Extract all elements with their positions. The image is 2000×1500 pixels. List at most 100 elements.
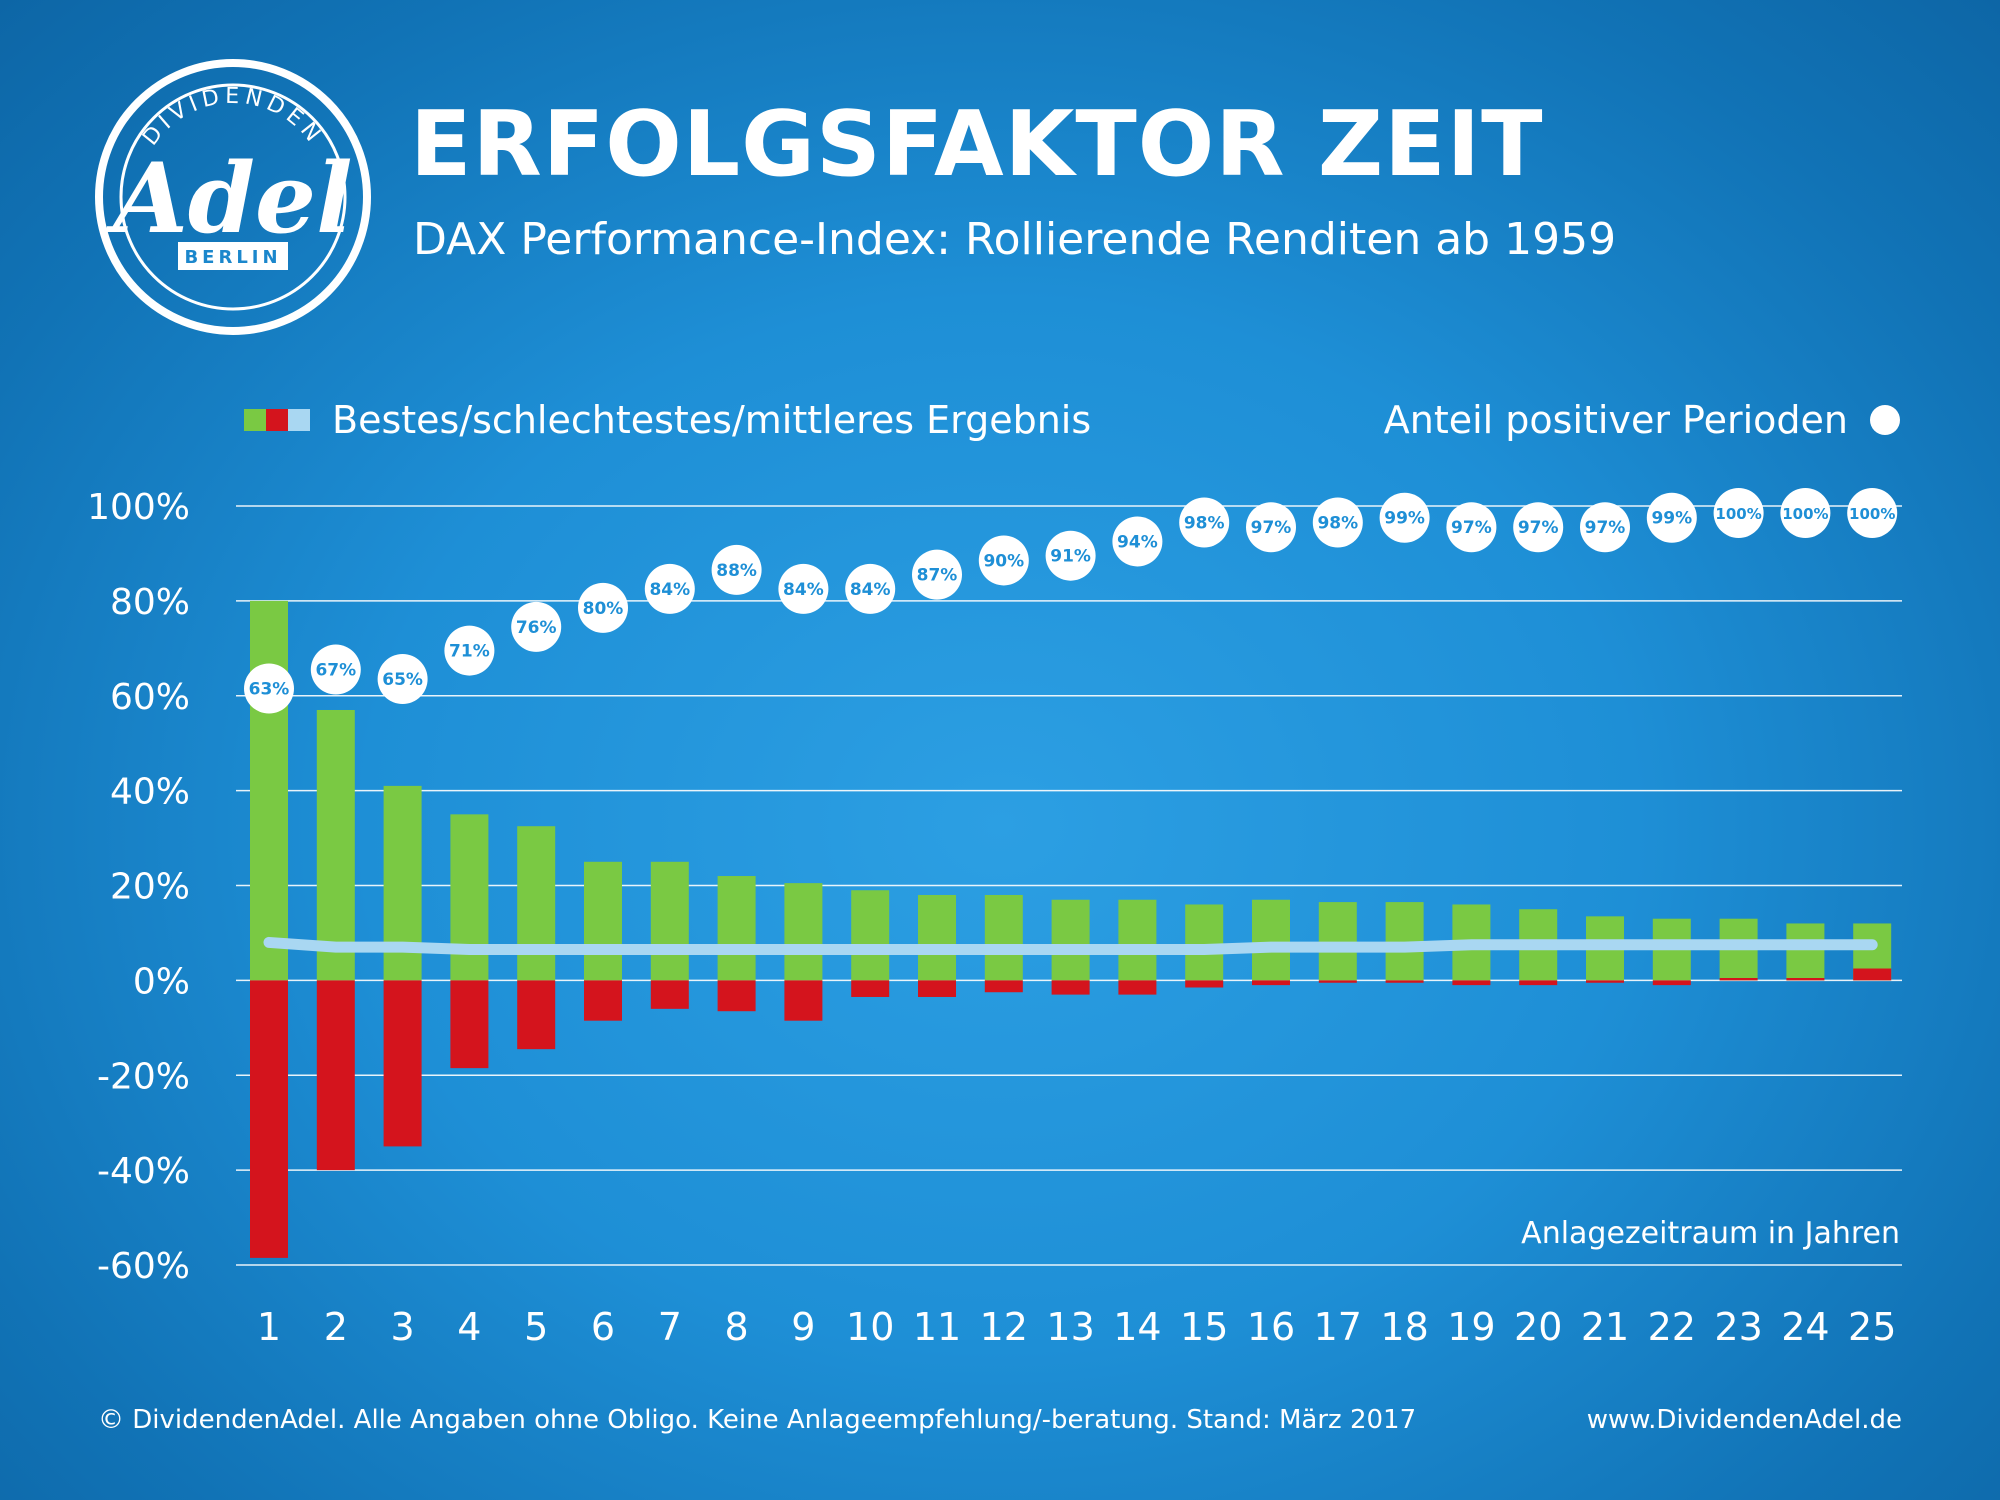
bar-worst (1586, 980, 1624, 983)
data-label-positive-share: 100% (1715, 505, 1761, 523)
page-title: ERFOLGSFAKTOR ZEIT (410, 92, 1544, 197)
point-positive-share (310, 644, 361, 695)
series-line-mean (263, 936, 1878, 956)
point-positive-share (778, 563, 829, 614)
data-label-positive-share: 97% (1251, 518, 1292, 538)
bar-best (316, 709, 355, 981)
data-label-positive-share: 65% (382, 670, 423, 690)
point-positive-share (1179, 497, 1230, 548)
data-label-positive-share: 97% (1451, 518, 1492, 538)
point-positive-share (1713, 488, 1764, 538)
data-label-positive-share: 87% (917, 566, 958, 586)
bar-worst (918, 980, 956, 997)
data-label-positive-share: 84% (850, 580, 891, 600)
bar-best (584, 861, 622, 981)
y-tick-label: 20% (110, 867, 190, 908)
footer-website: www.DividendenAdel.de (1586, 1405, 1902, 1435)
point-positive-share (377, 654, 428, 705)
x-tick-label: 25 (1848, 1305, 1896, 1349)
bar-worst (1452, 980, 1491, 986)
bar-worst (517, 980, 556, 1050)
bar-worst (1185, 980, 1224, 988)
data-label-positive-share: 71% (449, 642, 490, 662)
x-tick-label: 19 (1447, 1305, 1495, 1349)
point-positive-share (578, 582, 628, 633)
bar-best (450, 814, 489, 981)
bar-worst (1118, 980, 1157, 995)
y-tick-label: 100% (87, 487, 190, 528)
y-tick-label: 80% (110, 582, 190, 623)
bar-worst (1652, 980, 1691, 986)
bar-best (1318, 902, 1357, 981)
data-label-positive-share: 91% (1050, 547, 1091, 567)
point-positive-share (444, 625, 495, 676)
bar-worst (1786, 978, 1825, 981)
x-tick-label: 11 (913, 1305, 961, 1349)
data-label-positive-share: 97% (1585, 518, 1626, 538)
x-tick-label: 6 (591, 1305, 615, 1349)
x-tick-label: 22 (1648, 1305, 1696, 1349)
point-positive-share (1513, 502, 1564, 553)
point-positive-share (1580, 502, 1630, 553)
bar-worst (316, 980, 355, 1171)
bar-worst (1719, 978, 1758, 981)
bar-worst (650, 980, 689, 1009)
point-positive-share (1112, 516, 1163, 567)
x-tick-label: 8 (725, 1305, 749, 1349)
bar-worst (851, 980, 890, 997)
data-label-positive-share: 84% (783, 580, 824, 600)
bar-best (650, 861, 689, 981)
y-tick-label: -40% (97, 1151, 190, 1192)
data-label-positive-share: 97% (1518, 518, 1559, 538)
bar-worst (1252, 980, 1290, 986)
x-tick-label: 1 (257, 1305, 281, 1349)
x-tick-label: 4 (457, 1305, 481, 1349)
data-label-positive-share: 94% (1117, 532, 1158, 552)
y-tick-label: 60% (110, 677, 190, 718)
bar-best (517, 826, 556, 981)
x-tick-label: 23 (1714, 1305, 1762, 1349)
x-tick-label: 15 (1180, 1305, 1228, 1349)
bar-worst (250, 980, 288, 1258)
legend-bars: Bestes/schlechtestes/mittleres Ergebnis (244, 398, 1091, 442)
legend-dot-icon (1870, 405, 1900, 435)
data-label-positive-share: 84% (649, 580, 690, 600)
point-positive-share (1379, 492, 1430, 543)
x-tick-label: 18 (1380, 1305, 1428, 1349)
bar-worst (717, 980, 756, 1012)
point-positive-share (1847, 488, 1898, 538)
point-positive-share (644, 563, 695, 614)
bar-worst (584, 980, 622, 1021)
data-label-positive-share: 100% (1849, 505, 1895, 523)
bar-worst (984, 980, 1023, 993)
x-tick-label: 3 (391, 1305, 415, 1349)
data-label-positive-share: 67% (315, 661, 356, 681)
data-label-positive-share: 100% (1782, 505, 1828, 523)
bar-worst (784, 980, 823, 1021)
svg-text:Adel: Adel (105, 142, 352, 255)
point-positive-share (912, 549, 962, 600)
x-tick-label: 5 (524, 1305, 548, 1349)
bar-best (1185, 904, 1224, 981)
x-tick-label: 24 (1781, 1305, 1829, 1349)
data-label-positive-share: 80% (583, 599, 624, 619)
bar-best (984, 894, 1023, 981)
x-axis-title: Anlagezeitraum in Jahren (1521, 1216, 1900, 1251)
bar-best (851, 890, 890, 981)
point-positive-share (1780, 488, 1831, 538)
point-positive-share (1446, 502, 1497, 553)
x-tick-label: 7 (658, 1305, 682, 1349)
bar-best (1252, 899, 1290, 981)
bar-worst (1853, 968, 1892, 981)
data-label-positive-share: 63% (249, 680, 290, 700)
x-tick-label: 13 (1046, 1305, 1094, 1349)
y-tick-label: -60% (97, 1246, 190, 1287)
bar-worst (1385, 980, 1424, 983)
point-positive-share (1312, 497, 1363, 548)
point-positive-share (711, 544, 762, 595)
bar-worst (383, 980, 422, 1147)
legend-swatch-mean (288, 409, 310, 431)
bar-best (1118, 899, 1157, 981)
